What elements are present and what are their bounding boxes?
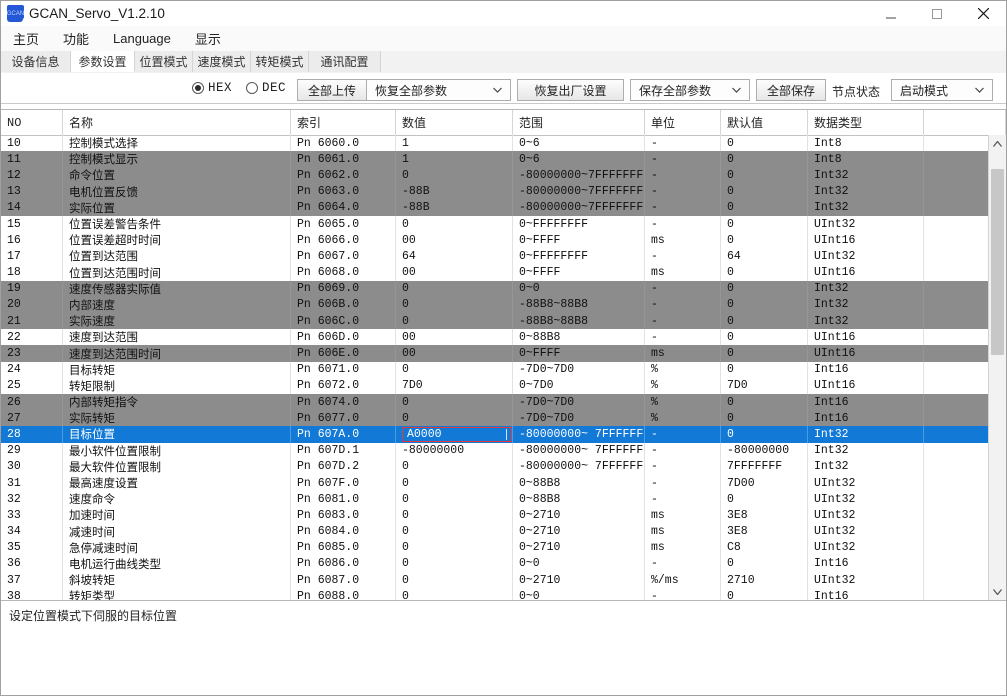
svg-text:GCAN: GCAN bbox=[7, 11, 24, 17]
